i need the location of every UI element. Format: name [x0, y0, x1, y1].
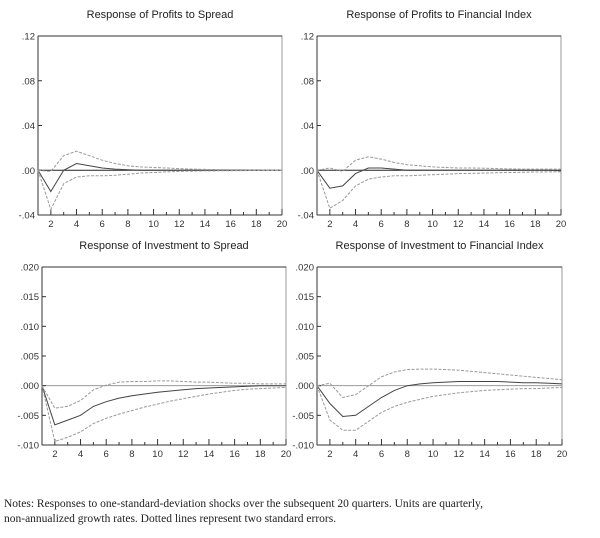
x-tick-label: 4	[78, 449, 83, 460]
plot-frame	[316, 35, 562, 216]
x-tick-label: 14	[479, 219, 490, 230]
response-line	[41, 385, 286, 426]
y-tick-label: -.005	[17, 411, 39, 422]
x-tick-label: 10	[428, 449, 439, 460]
x-tick-label: 6	[100, 219, 105, 230]
y-tick-label: .00	[301, 166, 314, 177]
x-tick-label: 2	[327, 449, 332, 460]
response-line	[316, 167, 562, 189]
upper-band-line	[37, 150, 282, 172]
panel-title: Response of Profits to Financial Index	[346, 9, 532, 21]
x-tick-label: 12	[178, 449, 189, 460]
x-tick-label: 12	[174, 219, 185, 230]
lower-band-line	[37, 170, 282, 211]
upper-band-line	[316, 368, 563, 399]
plot-frame	[41, 266, 287, 446]
plot-frame	[316, 266, 563, 446]
panel-title: Response of Investment to Financial Inde…	[336, 240, 544, 252]
y-tick-label: .08	[22, 76, 35, 87]
y-tick-label: .00	[22, 166, 35, 177]
x-tick-label: 10	[152, 449, 163, 460]
x-tick-label: 20	[277, 219, 288, 230]
y-tick-label: -.04	[298, 211, 314, 222]
y-tick-label: .04	[22, 121, 35, 132]
x-tick-label: 20	[556, 219, 567, 230]
x-tick-label: 16	[504, 219, 515, 230]
y-tick-label: .020	[21, 263, 40, 274]
panel-2: Response of Profits to Financial Index .1…	[298, 9, 567, 230]
x-tick-label: 2	[48, 219, 53, 230]
y-tick-label: -.005	[292, 411, 314, 422]
plot-frame	[37, 35, 283, 216]
y-tick-label: .12	[301, 32, 314, 43]
y-tick-label: -.010	[292, 441, 314, 452]
x-tick-label: 18	[255, 449, 266, 460]
x-tick-label: 8	[125, 219, 130, 230]
y-tick-label: .000	[21, 381, 40, 392]
impulse-response-charts: Response of Profits to Spread .12 .08 .04 .0…	[17, 9, 567, 460]
x-tick-label: 14	[200, 219, 211, 230]
y-tick-label: .010	[21, 322, 40, 333]
y-tick-label: .005	[296, 352, 315, 363]
notes: Notes: Responses to one-standard-deviati…	[4, 497, 600, 527]
lower-band-line	[316, 170, 561, 210]
x-tick-label: 18	[530, 219, 541, 230]
x-tick-label: 18	[251, 219, 262, 230]
x-tick-label: 12	[454, 449, 465, 460]
x-tick-label: 8	[405, 449, 410, 460]
y-tick-label: -.04	[19, 211, 35, 222]
y-tick-label: .04	[301, 121, 314, 132]
y-tick-label: .000	[296, 381, 315, 392]
x-tick-label: 6	[104, 449, 109, 460]
x-tick-label: 16	[225, 219, 236, 230]
y-tick-label: .020	[296, 263, 315, 274]
panel-title: Response of Profits to Spread	[87, 9, 234, 21]
notes-line-2: non-annualized growth rates. Dotted line…	[4, 513, 337, 525]
x-tick-label: 2	[52, 449, 57, 460]
x-tick-label: 8	[404, 219, 409, 230]
x-tick-label: 6	[379, 449, 384, 460]
y-tick-label: -.010	[17, 441, 39, 452]
x-tick-label: 6	[379, 219, 384, 230]
response-line	[316, 381, 563, 418]
x-tick-label: 10	[427, 219, 438, 230]
y-tick-label: .12	[22, 32, 35, 43]
lower-band-line	[316, 385, 563, 431]
lower-band-line	[41, 385, 287, 443]
x-tick-label: 10	[148, 219, 159, 230]
x-tick-label: 4	[353, 219, 358, 230]
panel-4: Response of Investment to Financial Inde…	[292, 240, 567, 460]
panel-1: Response of Profits to Spread .12 .08 .04 .0…	[19, 9, 288, 230]
x-tick-label: 2	[327, 219, 332, 230]
x-tick-label: 8	[129, 449, 134, 460]
x-tick-label: 20	[281, 449, 292, 460]
x-tick-label: 4	[353, 449, 358, 460]
x-tick-label: 20	[557, 449, 568, 460]
x-tick-label: 14	[479, 449, 490, 460]
x-tick-label: 16	[505, 449, 516, 460]
y-tick-label: .010	[296, 322, 315, 333]
panel-title: Response of Investment to Spread	[79, 240, 248, 252]
panel-3: Response of Investment to Spread .020 .015…	[17, 240, 291, 460]
x-tick-label: 12	[453, 219, 464, 230]
x-tick-label: 4	[74, 219, 79, 230]
notes-line-1: Notes: Responses to one-standard-deviati…	[4, 498, 483, 510]
x-tick-label: 16	[229, 449, 240, 460]
x-tick-label: 18	[531, 449, 542, 460]
x-tick-label: 14	[204, 449, 215, 460]
y-tick-label: .015	[296, 292, 315, 303]
upper-band-line	[41, 380, 286, 409]
y-tick-label: .08	[301, 76, 314, 87]
y-tick-label: .005	[21, 352, 40, 363]
upper-band-line	[316, 156, 561, 172]
y-tick-label: .015	[21, 292, 40, 303]
